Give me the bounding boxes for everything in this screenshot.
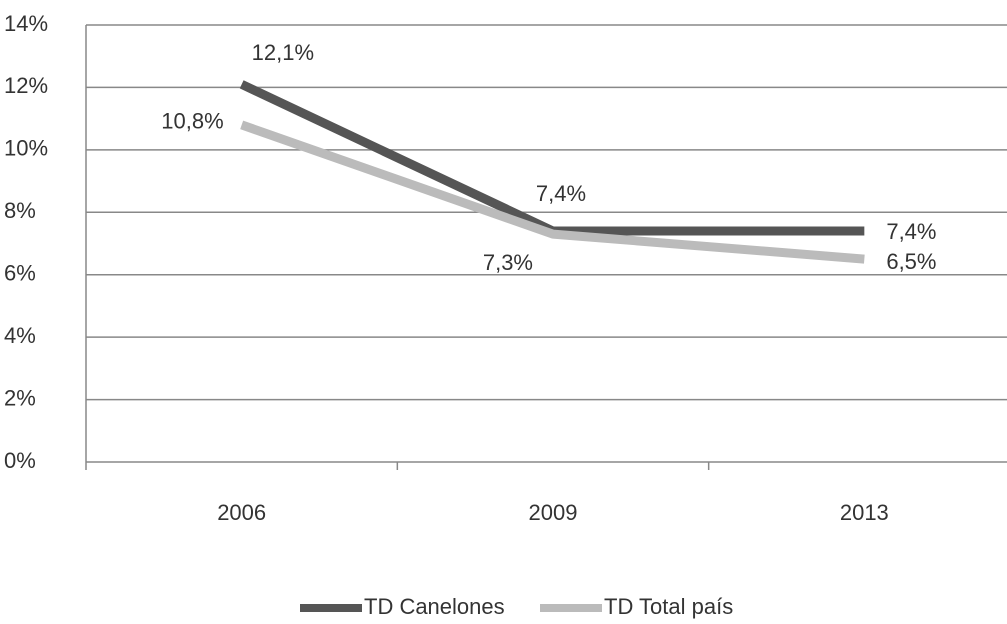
x-tick-label: 2009 <box>529 500 578 525</box>
y-tick-label: 2% <box>4 385 36 410</box>
y-tick-label: 12% <box>4 73 48 98</box>
data-label: 10,8% <box>161 109 223 134</box>
y-tick-label: 0% <box>4 448 36 473</box>
series-line <box>240 120 865 264</box>
data-label: 7,4% <box>536 181 586 206</box>
legend-label: TD Total país <box>604 594 733 619</box>
y-tick-label: 6% <box>4 261 36 286</box>
data-label: 7,3% <box>483 250 533 275</box>
y-tick-label: 8% <box>4 198 36 223</box>
y-tick-label: 14% <box>4 11 48 36</box>
y-tick-label: 10% <box>4 136 48 161</box>
data-label: 7,4% <box>886 219 936 244</box>
x-tick-label: 2006 <box>217 500 266 525</box>
x-tick-label: 2013 <box>840 500 889 525</box>
data-label: 12,1% <box>252 40 314 65</box>
y-tick-label: 4% <box>4 323 36 348</box>
data-label: 6,5% <box>886 249 936 274</box>
legend-label: TD Canelones <box>364 594 505 619</box>
